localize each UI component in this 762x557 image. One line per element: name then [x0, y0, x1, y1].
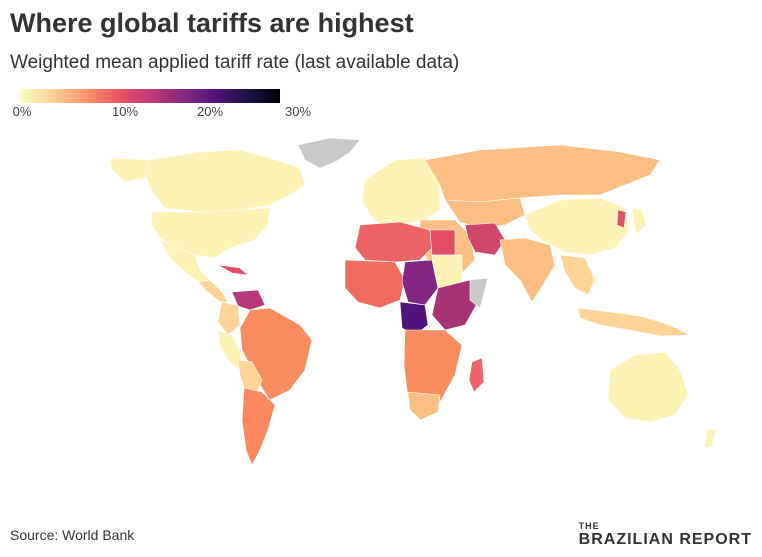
- peru: [217, 329, 243, 371]
- india: [499, 237, 556, 303]
- argentina: [241, 387, 276, 466]
- greenland: [297, 137, 361, 169]
- somalia: [469, 277, 489, 309]
- chart-title: Where global tariffs are highest: [10, 8, 414, 38]
- south-africa: [407, 391, 441, 421]
- brand-name: BRAZILIAN REPORT: [578, 531, 752, 548]
- japan: [631, 207, 647, 236]
- canada: [144, 149, 306, 213]
- legend-tick: 20%: [196, 104, 224, 119]
- west-africa: [344, 259, 406, 309]
- iran: [464, 222, 506, 256]
- chart-subtitle: Weighted mean applied tariff rate (last …: [10, 52, 460, 73]
- madagascar: [468, 357, 485, 393]
- source-note: Source: World Bank: [10, 527, 135, 543]
- australia: [607, 351, 689, 423]
- korea: [616, 209, 627, 229]
- egypt: [429, 229, 456, 256]
- caribbean: [217, 264, 249, 276]
- colombia: [217, 301, 241, 336]
- legend-tick: 0%: [12, 104, 32, 119]
- alaska: [109, 157, 151, 183]
- indonesia: [577, 307, 691, 337]
- legend-tick: 30%: [284, 104, 312, 119]
- russia: [424, 144, 661, 203]
- north-africa: [354, 221, 433, 263]
- venezuela: [231, 289, 266, 311]
- central-africa: [401, 259, 439, 306]
- europe: [361, 157, 441, 226]
- color-legend: 0% 10% 20% 30%: [13, 89, 311, 121]
- legend-gradient-bar: [20, 89, 280, 103]
- new-zealand: [703, 427, 717, 449]
- brand-the: THE: [578, 521, 600, 531]
- usa: [151, 207, 271, 259]
- brand-logo: THE BRAZILIAN REPORT: [579, 522, 752, 549]
- world-map: [109, 137, 717, 466]
- southeast-asia: [559, 254, 596, 296]
- legend-tick: 10%: [111, 104, 139, 119]
- central-america: [197, 279, 229, 303]
- central-asia: [444, 197, 526, 229]
- china: [524, 197, 631, 256]
